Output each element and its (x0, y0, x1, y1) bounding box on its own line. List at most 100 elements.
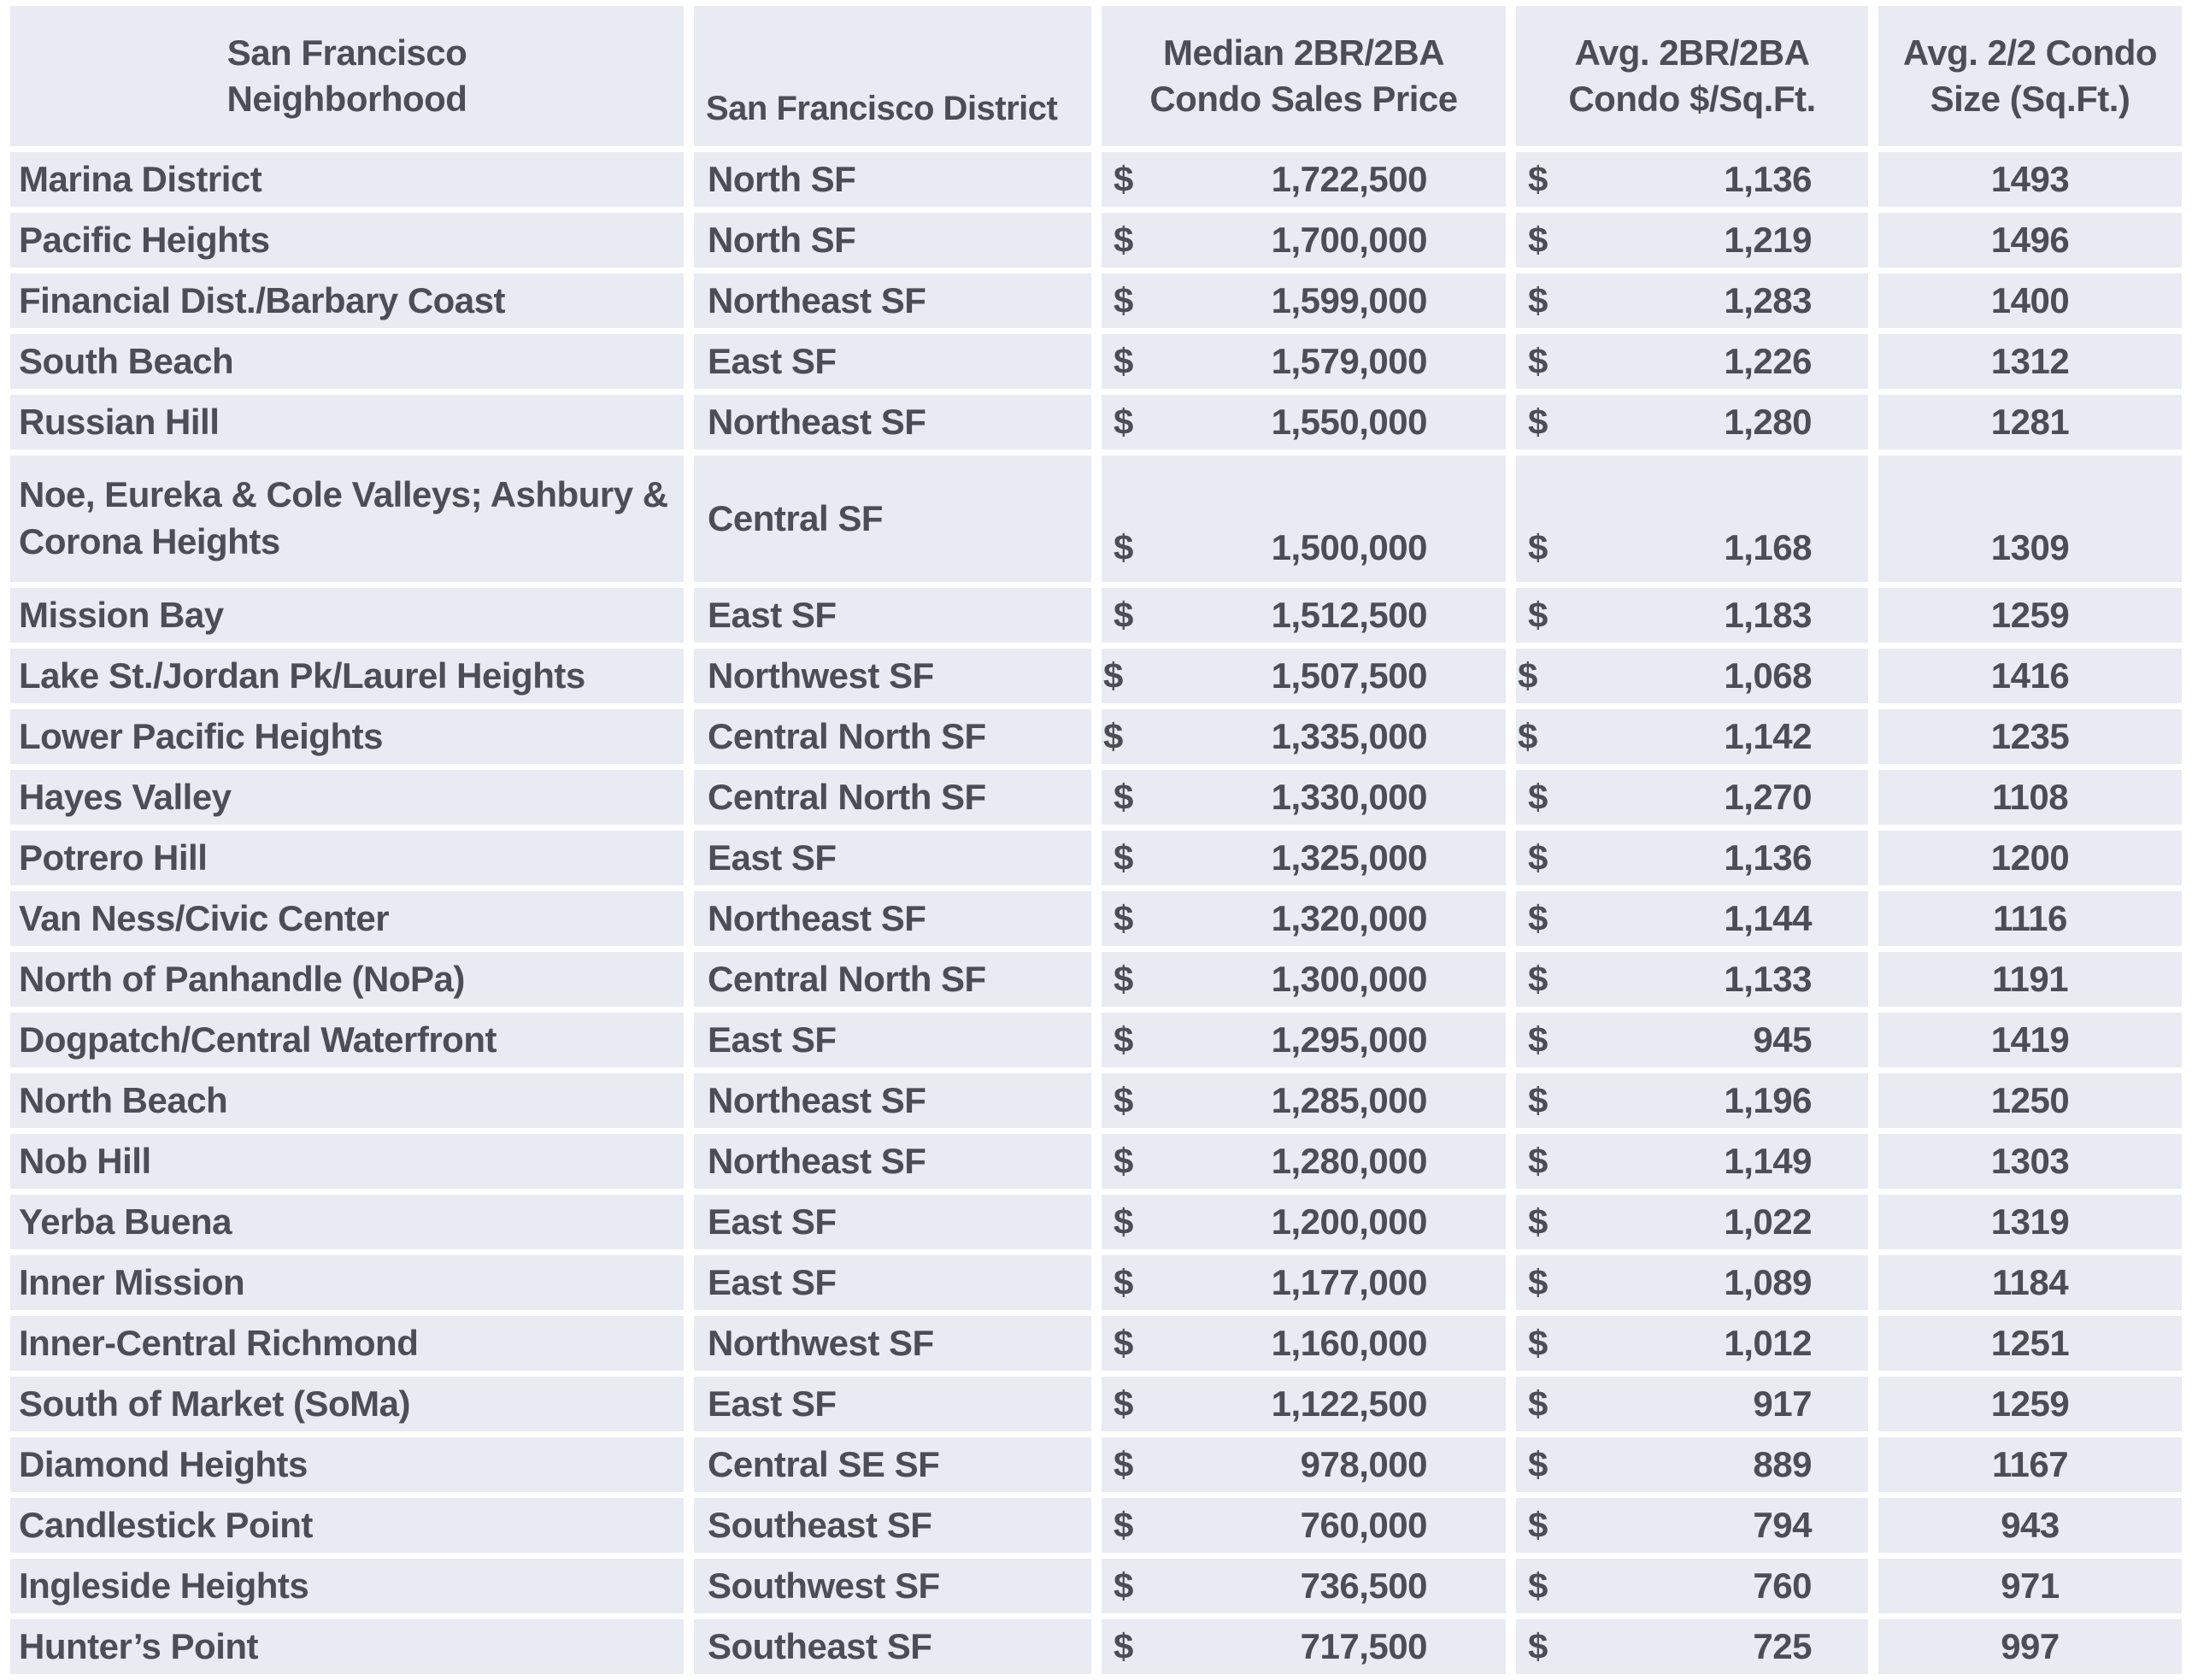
median-price-cell-value: 1,177,000 (1271, 1262, 1428, 1302)
dollar-sign: $ (1528, 1080, 1548, 1120)
condo-size-cell: 1250 (1878, 1073, 2182, 1128)
condo-size-cell: 1303 (1878, 1134, 2182, 1189)
median-price-cell-value: 1,320,000 (1271, 898, 1428, 938)
money-layout: $1,599,000 (1114, 280, 1428, 321)
price-per-sqft-cell: $1,142 (1516, 709, 1868, 764)
dollar-sign: $ (1114, 527, 1133, 567)
median-price-cell: $1,280,000 (1102, 1134, 1506, 1189)
dollar-sign: $ (1528, 1626, 1548, 1666)
table-body: Marina District North SF $1,722,500 $1,136 1… (10, 152, 2182, 1674)
money-layout: $1,335,000 (1103, 716, 1428, 757)
dollar-sign: $ (1528, 1505, 1548, 1545)
district-cell: East SF (694, 588, 1091, 643)
dollar-sign: $ (1103, 716, 1123, 756)
col-header-condo-size: Avg. 2/2 Condo Size (Sq.Ft.) (1878, 6, 2182, 146)
district-cell: Northwest SF (694, 649, 1091, 703)
money-layout: $1,089 (1528, 1262, 1812, 1303)
table-row: Van Ness/Civic Center Northeast SF $1,320,… (10, 891, 2182, 946)
district-cell: Northeast SF (694, 891, 1091, 946)
median-price-cell: $1,295,000 (1102, 1013, 1506, 1067)
dollar-sign: $ (1114, 1383, 1133, 1424)
price-per-sqft-cell-value: 1,136 (1724, 837, 1812, 878)
price-per-sqft-cell-value: 1,270 (1724, 777, 1812, 817)
neighborhood-cell: Hunter’s Point (10, 1619, 684, 1674)
median-price-cell: $1,500,000 (1102, 455, 1506, 582)
condo-size-cell: 1259 (1878, 1377, 2182, 1431)
dollar-sign: $ (1114, 159, 1133, 199)
dollar-sign: $ (1528, 595, 1548, 635)
dollar-sign: $ (1114, 402, 1133, 442)
dollar-sign: $ (1518, 655, 1537, 696)
price-per-sqft-cell-value: 760 (1753, 1565, 1812, 1606)
condo-size-cell: 1235 (1878, 709, 2182, 764)
median-price-cell: $1,285,000 (1102, 1073, 1506, 1128)
price-per-sqft-cell: $1,133 (1516, 952, 1868, 1007)
condo-size-cell: 1167 (1878, 1437, 2182, 1492)
money-layout: $1,300,000 (1114, 959, 1428, 1000)
price-per-sqft-cell: $1,022 (1516, 1195, 1868, 1249)
dollar-sign: $ (1528, 402, 1548, 442)
district-cell: East SF (694, 831, 1091, 885)
condo-size-cell: 1184 (1878, 1255, 2182, 1310)
dollar-sign: $ (1114, 1626, 1133, 1666)
table-row: Mission Bay East SF $1,512,500 $1,183 1259 (10, 588, 2182, 643)
median-price-cell: $760,000 (1102, 1498, 1506, 1553)
price-per-sqft-cell: $1,226 (1516, 334, 1868, 389)
price-per-sqft-cell-value: 945 (1753, 1019, 1812, 1060)
money-layout: $1,219 (1528, 220, 1812, 261)
condo-size-cell: 943 (1878, 1498, 2182, 1553)
money-layout: $736,500 (1114, 1565, 1428, 1607)
condo-size-cell: 1319 (1878, 1195, 2182, 1249)
neighborhood-cell: Potrero Hill (10, 831, 684, 885)
district-cell: Northeast SF (694, 395, 1091, 449)
median-price-cell-value: 1,325,000 (1271, 837, 1428, 878)
price-per-sqft-cell-value: 1,136 (1724, 159, 1812, 199)
money-layout: $945 (1528, 1019, 1812, 1060)
money-layout: $760,000 (1114, 1505, 1428, 1546)
dollar-sign: $ (1518, 716, 1537, 756)
money-layout: $1,068 (1518, 655, 1812, 696)
median-price-cell-value: 1,550,000 (1271, 402, 1428, 442)
price-per-sqft-cell: $1,270 (1516, 770, 1868, 825)
neighborhood-cell: Van Ness/Civic Center (10, 891, 684, 946)
median-price-cell-value: 1,700,000 (1271, 220, 1428, 260)
condo-size-cell: 997 (1878, 1619, 2182, 1674)
price-per-sqft-cell-value: 889 (1753, 1444, 1812, 1484)
price-per-sqft-cell-value: 917 (1753, 1383, 1812, 1424)
header-line: Size (Sq.Ft.) (1930, 79, 2130, 119)
table-row: Lower Pacific Heights Central North SF $1,… (10, 709, 2182, 764)
table-row: Dogpatch/Central Waterfront East SF $1,295… (10, 1013, 2182, 1067)
district-cell: Northeast SF (694, 1134, 1091, 1189)
condo-size-cell: 1251 (1878, 1316, 2182, 1371)
money-layout: $794 (1528, 1505, 1812, 1546)
header-line: Avg. 2BR/2BA (1574, 32, 1810, 73)
money-layout: $717,500 (1114, 1626, 1428, 1667)
median-price-cell: $1,599,000 (1102, 273, 1506, 328)
header-line: Condo $/Sq.Ft. (1568, 79, 1816, 119)
median-price-cell: $1,300,000 (1102, 952, 1506, 1007)
condo-size-cell: 1400 (1878, 273, 2182, 328)
median-price-cell: $736,500 (1102, 1559, 1506, 1613)
median-price-cell-value: 1,335,000 (1271, 716, 1428, 756)
district-cell: East SF (694, 1255, 1091, 1310)
dollar-sign: $ (1114, 1323, 1133, 1363)
dollar-sign: $ (1528, 837, 1548, 878)
table-row: Nob Hill Northeast SF $1,280,000 $1,149 1303 (10, 1134, 2182, 1189)
neighborhood-cell: Marina District (10, 152, 684, 207)
table-row: South Beach East SF $1,579,000 $1,226 1312 (10, 334, 2182, 389)
dollar-sign: $ (1528, 1383, 1548, 1424)
neighborhood-cell: Financial Dist./Barbary Coast (10, 273, 684, 328)
money-layout: $1,022 (1528, 1201, 1812, 1242)
money-layout: $1,133 (1528, 959, 1812, 1000)
condo-size-cell: 1493 (1878, 152, 2182, 207)
dollar-sign: $ (1528, 527, 1548, 567)
price-per-sqft-cell: $1,136 (1516, 831, 1868, 885)
table-row: Marina District North SF $1,722,500 $1,136 1… (10, 152, 2182, 207)
median-price-cell: $1,320,000 (1102, 891, 1506, 946)
money-layout: $1,196 (1528, 1080, 1812, 1121)
price-per-sqft-cell: $1,168 (1516, 455, 1868, 582)
money-layout: $1,285,000 (1114, 1080, 1428, 1121)
money-layout: $1,160,000 (1114, 1323, 1428, 1364)
neighborhood-cell: Diamond Heights (10, 1437, 684, 1492)
price-per-sqft-cell-value: 725 (1753, 1626, 1812, 1666)
